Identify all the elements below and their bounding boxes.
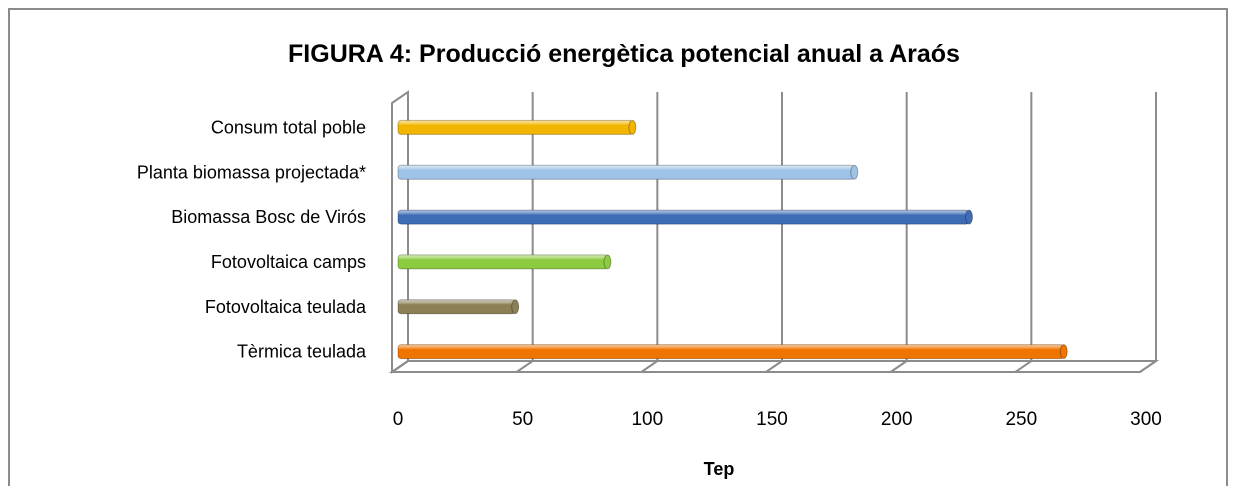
category-label: Biomassa Bosc de Virós	[171, 207, 366, 227]
x-tick-label: 250	[1005, 409, 1037, 430]
bar-highlight	[397, 164, 855, 180]
x-tick-labels: 0 50 100 150 200 250 300	[393, 409, 1162, 430]
category-label: Fotovoltaica teulada	[205, 297, 367, 317]
floor-gridline	[1014, 360, 1032, 373]
bar-highlight	[397, 119, 633, 135]
category-label: Planta biomassa projectada*	[137, 162, 366, 182]
x-axis-title: Tep	[704, 459, 735, 479]
bar-cap	[603, 254, 612, 270]
bar-cap	[628, 119, 637, 135]
bar-cap	[511, 299, 520, 315]
bar-highlight	[397, 344, 1065, 360]
floor-gridline	[890, 360, 908, 373]
bar-highlight	[397, 209, 970, 225]
bar-cap	[850, 164, 859, 180]
x-tick-label: 50	[512, 409, 533, 430]
chart-title: FIGURA 4: Producció energètica potencial…	[288, 40, 960, 68]
bar-cap	[964, 209, 973, 225]
x-tick-label: 150	[756, 409, 788, 430]
bar-highlight	[397, 254, 608, 270]
bar-cap	[1059, 344, 1068, 360]
x-tick-label: 100	[631, 409, 663, 430]
floor-gridline	[391, 360, 409, 373]
floor-gridline	[765, 360, 783, 373]
category-label: Consum total poble	[211, 117, 366, 137]
chart-frame	[8, 8, 1228, 486]
x-tick-label: 0	[393, 409, 404, 430]
bar-highlight	[397, 299, 516, 315]
category-labels: Consum total poble Planta biomassa projec…	[137, 117, 367, 361]
gridlines	[391, 92, 1157, 373]
floor-gridline	[516, 360, 534, 373]
x-tick-label: 300	[1130, 409, 1162, 430]
category-label: Fotovoltaica camps	[211, 252, 366, 272]
floor-gridline	[640, 360, 658, 373]
floor-gridline	[1139, 360, 1157, 373]
category-label: Tèrmica teulada	[237, 342, 367, 362]
x-tick-label: 200	[881, 409, 913, 430]
bars	[397, 119, 1068, 360]
